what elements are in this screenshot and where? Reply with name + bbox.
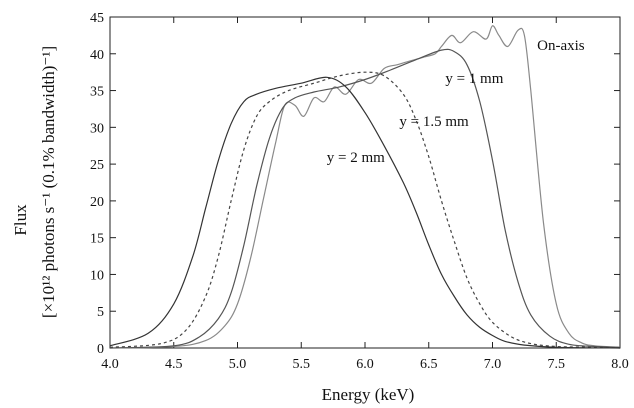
x-tick-label: 7.0 bbox=[484, 357, 502, 372]
annotation-on-axis: On-axis bbox=[537, 38, 585, 54]
y-axis-title-line1: Flux bbox=[11, 204, 30, 236]
series-layer bbox=[109, 25, 621, 349]
x-tick-label: 5.0 bbox=[229, 357, 247, 372]
x-tick-label: 4.5 bbox=[165, 357, 183, 372]
plot-frame bbox=[109, 16, 621, 349]
x-tick-label: 6.0 bbox=[356, 357, 374, 372]
y-tick-label: 30 bbox=[90, 121, 104, 136]
annotation-y-1-mm: y = 1 mm bbox=[445, 71, 503, 87]
x-tick-label: 6.5 bbox=[420, 357, 438, 372]
y-tick-label: 45 bbox=[90, 11, 104, 26]
series-line-y-2-mm bbox=[109, 76, 621, 349]
y-tick-label: 20 bbox=[90, 195, 104, 210]
series-line-y-1-mm bbox=[109, 48, 621, 349]
y-axis-title-line2: [×10¹² photons s⁻¹ (0.1% bandwidth)⁻¹] bbox=[39, 46, 58, 318]
y-tick-label: 5 bbox=[97, 305, 104, 320]
y-tick-label: 40 bbox=[90, 48, 104, 63]
x-tick-label: 5.5 bbox=[293, 357, 311, 372]
y-axis: 0 5 10 15 20 25 30 35 40 45 bbox=[90, 11, 620, 357]
y-tick-label: 0 bbox=[97, 342, 104, 357]
x-tick-label: 4.0 bbox=[101, 357, 119, 372]
annotation-y-2-mm: y = 2 mm bbox=[327, 150, 385, 166]
x-axis: 4.0 4.5 5.0 5.5 6.0 6.5 7.0 7.5 8.0 bbox=[101, 17, 629, 372]
x-axis-title: Energy (keV) bbox=[322, 385, 415, 404]
x-tick-label: 7.5 bbox=[548, 357, 566, 372]
annotation-layer: On-axis y = 1 mm y = 1.5 mm y = 2 mm bbox=[327, 38, 585, 166]
y-tick-label: 35 bbox=[90, 85, 104, 100]
y-tick-label: 25 bbox=[90, 158, 104, 173]
series-line-on-axis bbox=[109, 25, 621, 349]
y-tick-label: 10 bbox=[90, 268, 104, 283]
plot-border bbox=[109, 16, 621, 349]
y-tick-label: 15 bbox=[90, 232, 104, 247]
x-tick-label: 8.0 bbox=[611, 357, 629, 372]
annotation-y-1-5-mm: y = 1.5 mm bbox=[399, 114, 469, 130]
